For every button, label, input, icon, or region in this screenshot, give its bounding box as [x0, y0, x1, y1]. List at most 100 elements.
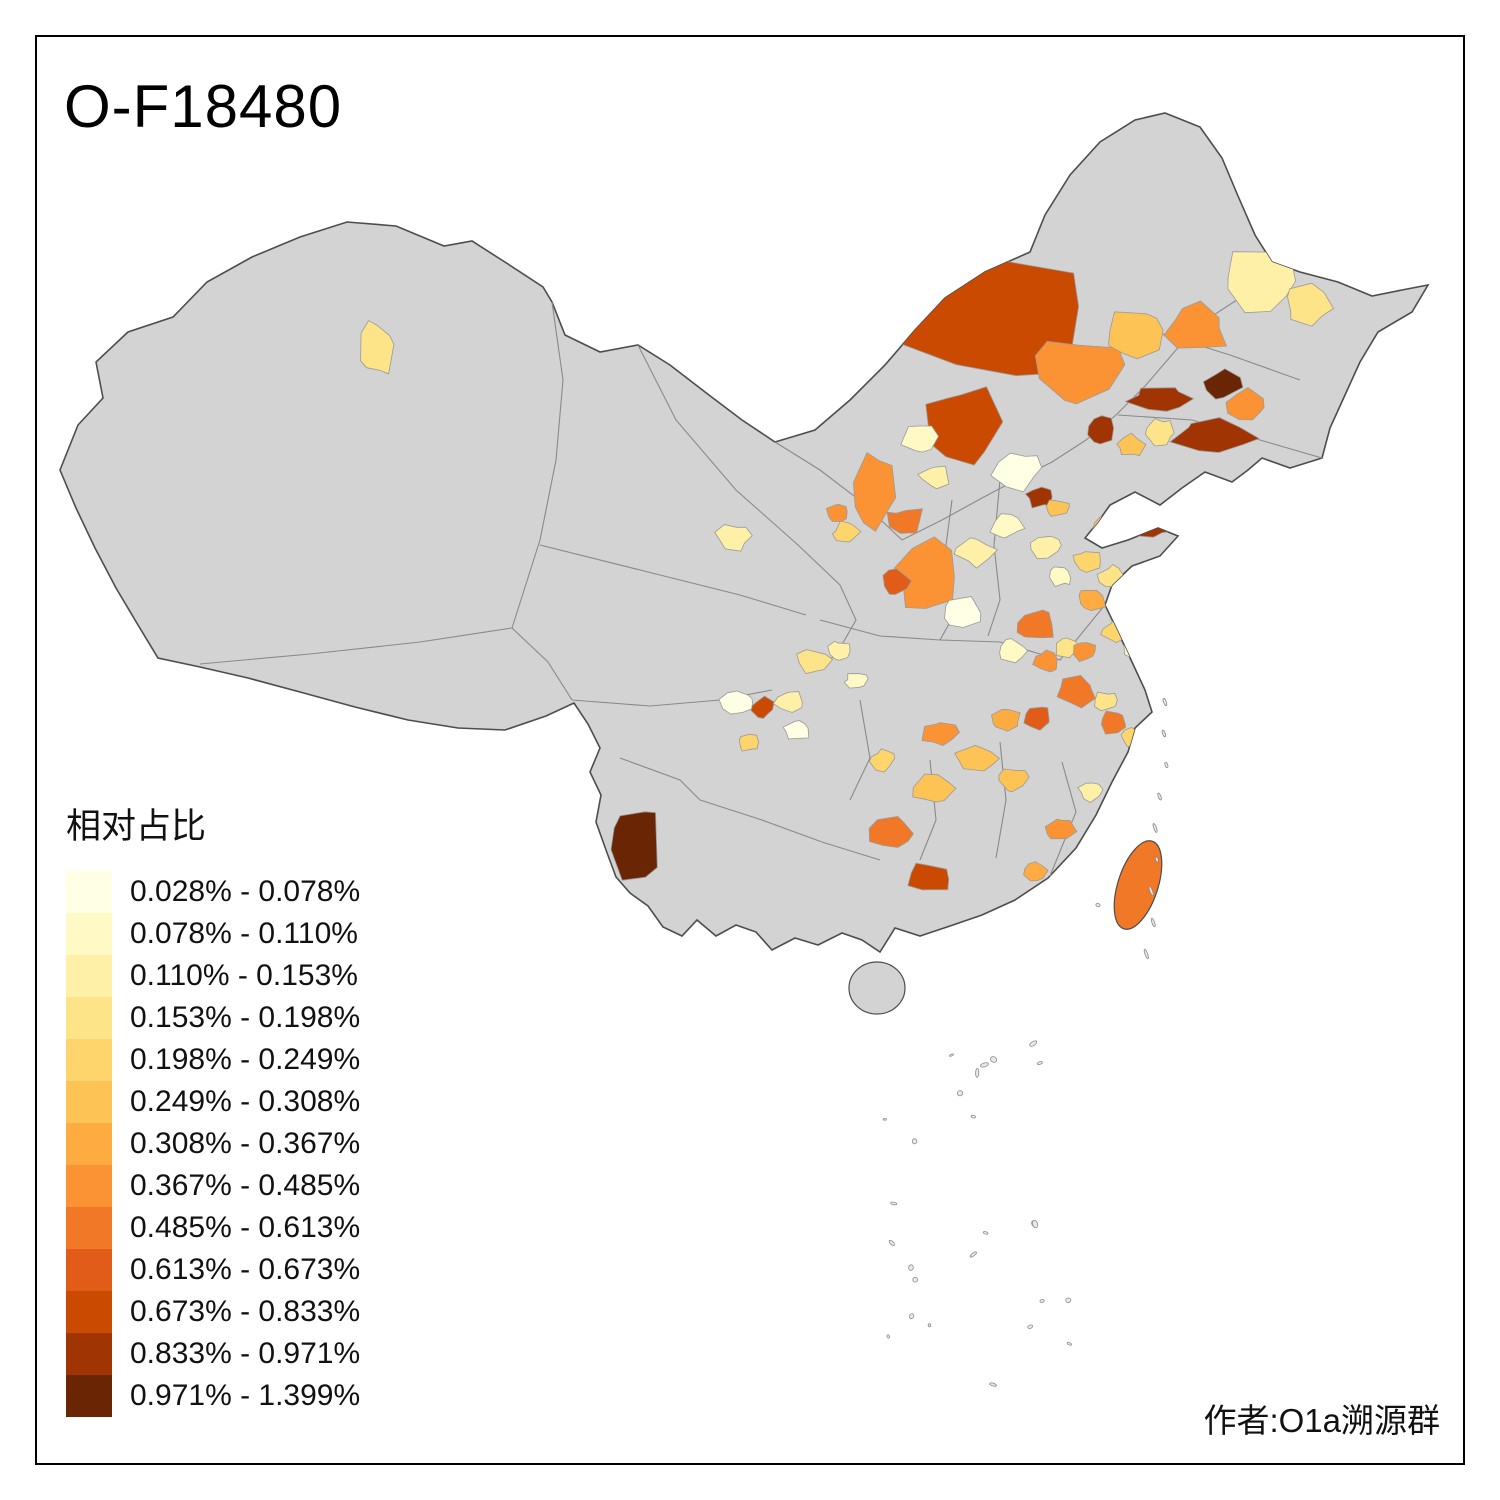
legend-range-label: 0.673% - 0.833% [130, 1295, 361, 1328]
legend-entry: 0.971% - 1.399% [66, 1375, 360, 1417]
legend-range-label: 0.833% - 0.971% [130, 1337, 361, 1370]
prefecture-region [1030, 535, 1062, 560]
prefecture-region [827, 640, 851, 661]
legend-range-label: 0.249% - 0.308% [130, 1085, 361, 1118]
islet [975, 1068, 980, 1078]
prefecture-region [360, 320, 395, 375]
prefecture-region [782, 720, 810, 740]
prefecture-region [1087, 415, 1115, 445]
prefecture-region [925, 386, 1004, 466]
legend-range-label: 0.028% - 0.078% [130, 875, 361, 908]
islet [908, 1264, 914, 1271]
legend-range-label: 0.198% - 0.249% [130, 1043, 361, 1076]
prefecture-region [1124, 387, 1195, 412]
legend-range-label: 0.153% - 0.198% [130, 1001, 361, 1034]
prefecture-region [1032, 649, 1058, 673]
prefecture-region [1073, 642, 1096, 663]
legend-range-label: 0.308% - 0.367% [130, 1127, 361, 1160]
taiwan-island [1113, 840, 1163, 930]
prefecture-region [852, 452, 897, 532]
islet [1155, 856, 1159, 863]
legend-entry: 0.249% - 0.308% [66, 1081, 360, 1123]
legend-title: 相对占比 [66, 807, 207, 846]
islet [979, 1062, 989, 1068]
prefecture-region [1116, 432, 1147, 457]
prefecture-region [1144, 418, 1175, 447]
page-title: O-F18480 [64, 73, 343, 140]
prefecture-region [1101, 710, 1126, 735]
legend: 相对占比 0.028% - 0.078% 0.078% - 0.110% 0.110… [66, 798, 360, 1417]
prefecture-region [882, 568, 912, 595]
prefecture-region [999, 638, 1029, 664]
islet [970, 1114, 976, 1119]
legend-range-label: 0.110% - 0.153% [130, 959, 358, 992]
legend-swatch [66, 1291, 112, 1333]
legend-entry: 0.110% - 0.153% [66, 955, 360, 997]
prefecture-region [1108, 311, 1164, 360]
prefecture-region [1049, 566, 1072, 587]
legend-range-label: 0.971% - 1.399% [130, 1379, 361, 1412]
prefecture-region [1016, 609, 1054, 639]
prefecture-region [718, 690, 754, 715]
prefecture-region [990, 452, 1043, 493]
legend-swatch [66, 955, 112, 997]
prefecture-region [750, 695, 775, 719]
islet [890, 1201, 898, 1206]
prefecture-region [1072, 551, 1101, 573]
prefecture-region [954, 744, 1001, 772]
prefecture-region [944, 596, 982, 628]
prefecture-region [610, 811, 658, 881]
islet [927, 1323, 932, 1328]
legend-entry: 0.028% - 0.078% [66, 871, 360, 913]
prefecture-region [989, 513, 1026, 539]
islet [886, 1334, 890, 1339]
legend-entry: 0.367% - 0.485% [66, 1165, 360, 1207]
prefecture-region [1023, 861, 1049, 882]
south-china-sea-islands [882, 697, 1169, 1387]
islet [1095, 902, 1101, 908]
legend-range-label: 0.613% - 0.673% [130, 1253, 361, 1286]
islet [1152, 823, 1158, 833]
legend-swatch [66, 1249, 112, 1291]
prefecture-region [1225, 387, 1265, 421]
legend-swatch [66, 1039, 112, 1081]
prefecture-region [921, 722, 960, 746]
prefecture-region [1094, 691, 1118, 712]
legend-entry: 0.673% - 0.833% [66, 1291, 360, 1333]
prefecture-region [1287, 282, 1335, 327]
islet [911, 1138, 918, 1145]
legend-entry: 0.153% - 0.198% [66, 997, 360, 1039]
prefecture-region [991, 708, 1021, 732]
legend-swatch [66, 1375, 112, 1417]
legend-entry: 0.198% - 0.249% [66, 1039, 360, 1081]
islet [982, 1231, 989, 1235]
legend-swatch [66, 871, 112, 913]
legend-swatch [66, 1123, 112, 1165]
legend-swatch [66, 1081, 112, 1123]
islet [908, 1313, 915, 1319]
islet [969, 1251, 977, 1258]
islet [882, 1117, 887, 1121]
prefecture-region [886, 508, 923, 534]
islet [1161, 729, 1167, 738]
legend-entries: 0.028% - 0.078% 0.078% - 0.110% 0.110% - 0… [66, 871, 360, 1417]
prefecture-region [1023, 706, 1050, 731]
prefecture-region [1202, 368, 1244, 400]
prefecture-region [831, 520, 862, 543]
legend-swatch [66, 1333, 112, 1375]
prefecture-region [796, 649, 834, 675]
prefecture-region [738, 733, 760, 752]
legend-entry: 0.833% - 0.971% [66, 1333, 360, 1375]
islet [949, 1053, 954, 1057]
hainan-island [848, 961, 906, 1015]
prefecture-region [953, 537, 999, 569]
prefecture-region [868, 748, 896, 773]
islet [1148, 885, 1154, 897]
legend-entry: 0.308% - 0.367% [66, 1123, 360, 1165]
prefecture-region [1077, 782, 1104, 803]
prefecture-region [1169, 417, 1261, 453]
prefecture-region [1056, 674, 1096, 709]
prefecture-region [1109, 599, 1136, 620]
prefecture-region [1034, 340, 1126, 405]
